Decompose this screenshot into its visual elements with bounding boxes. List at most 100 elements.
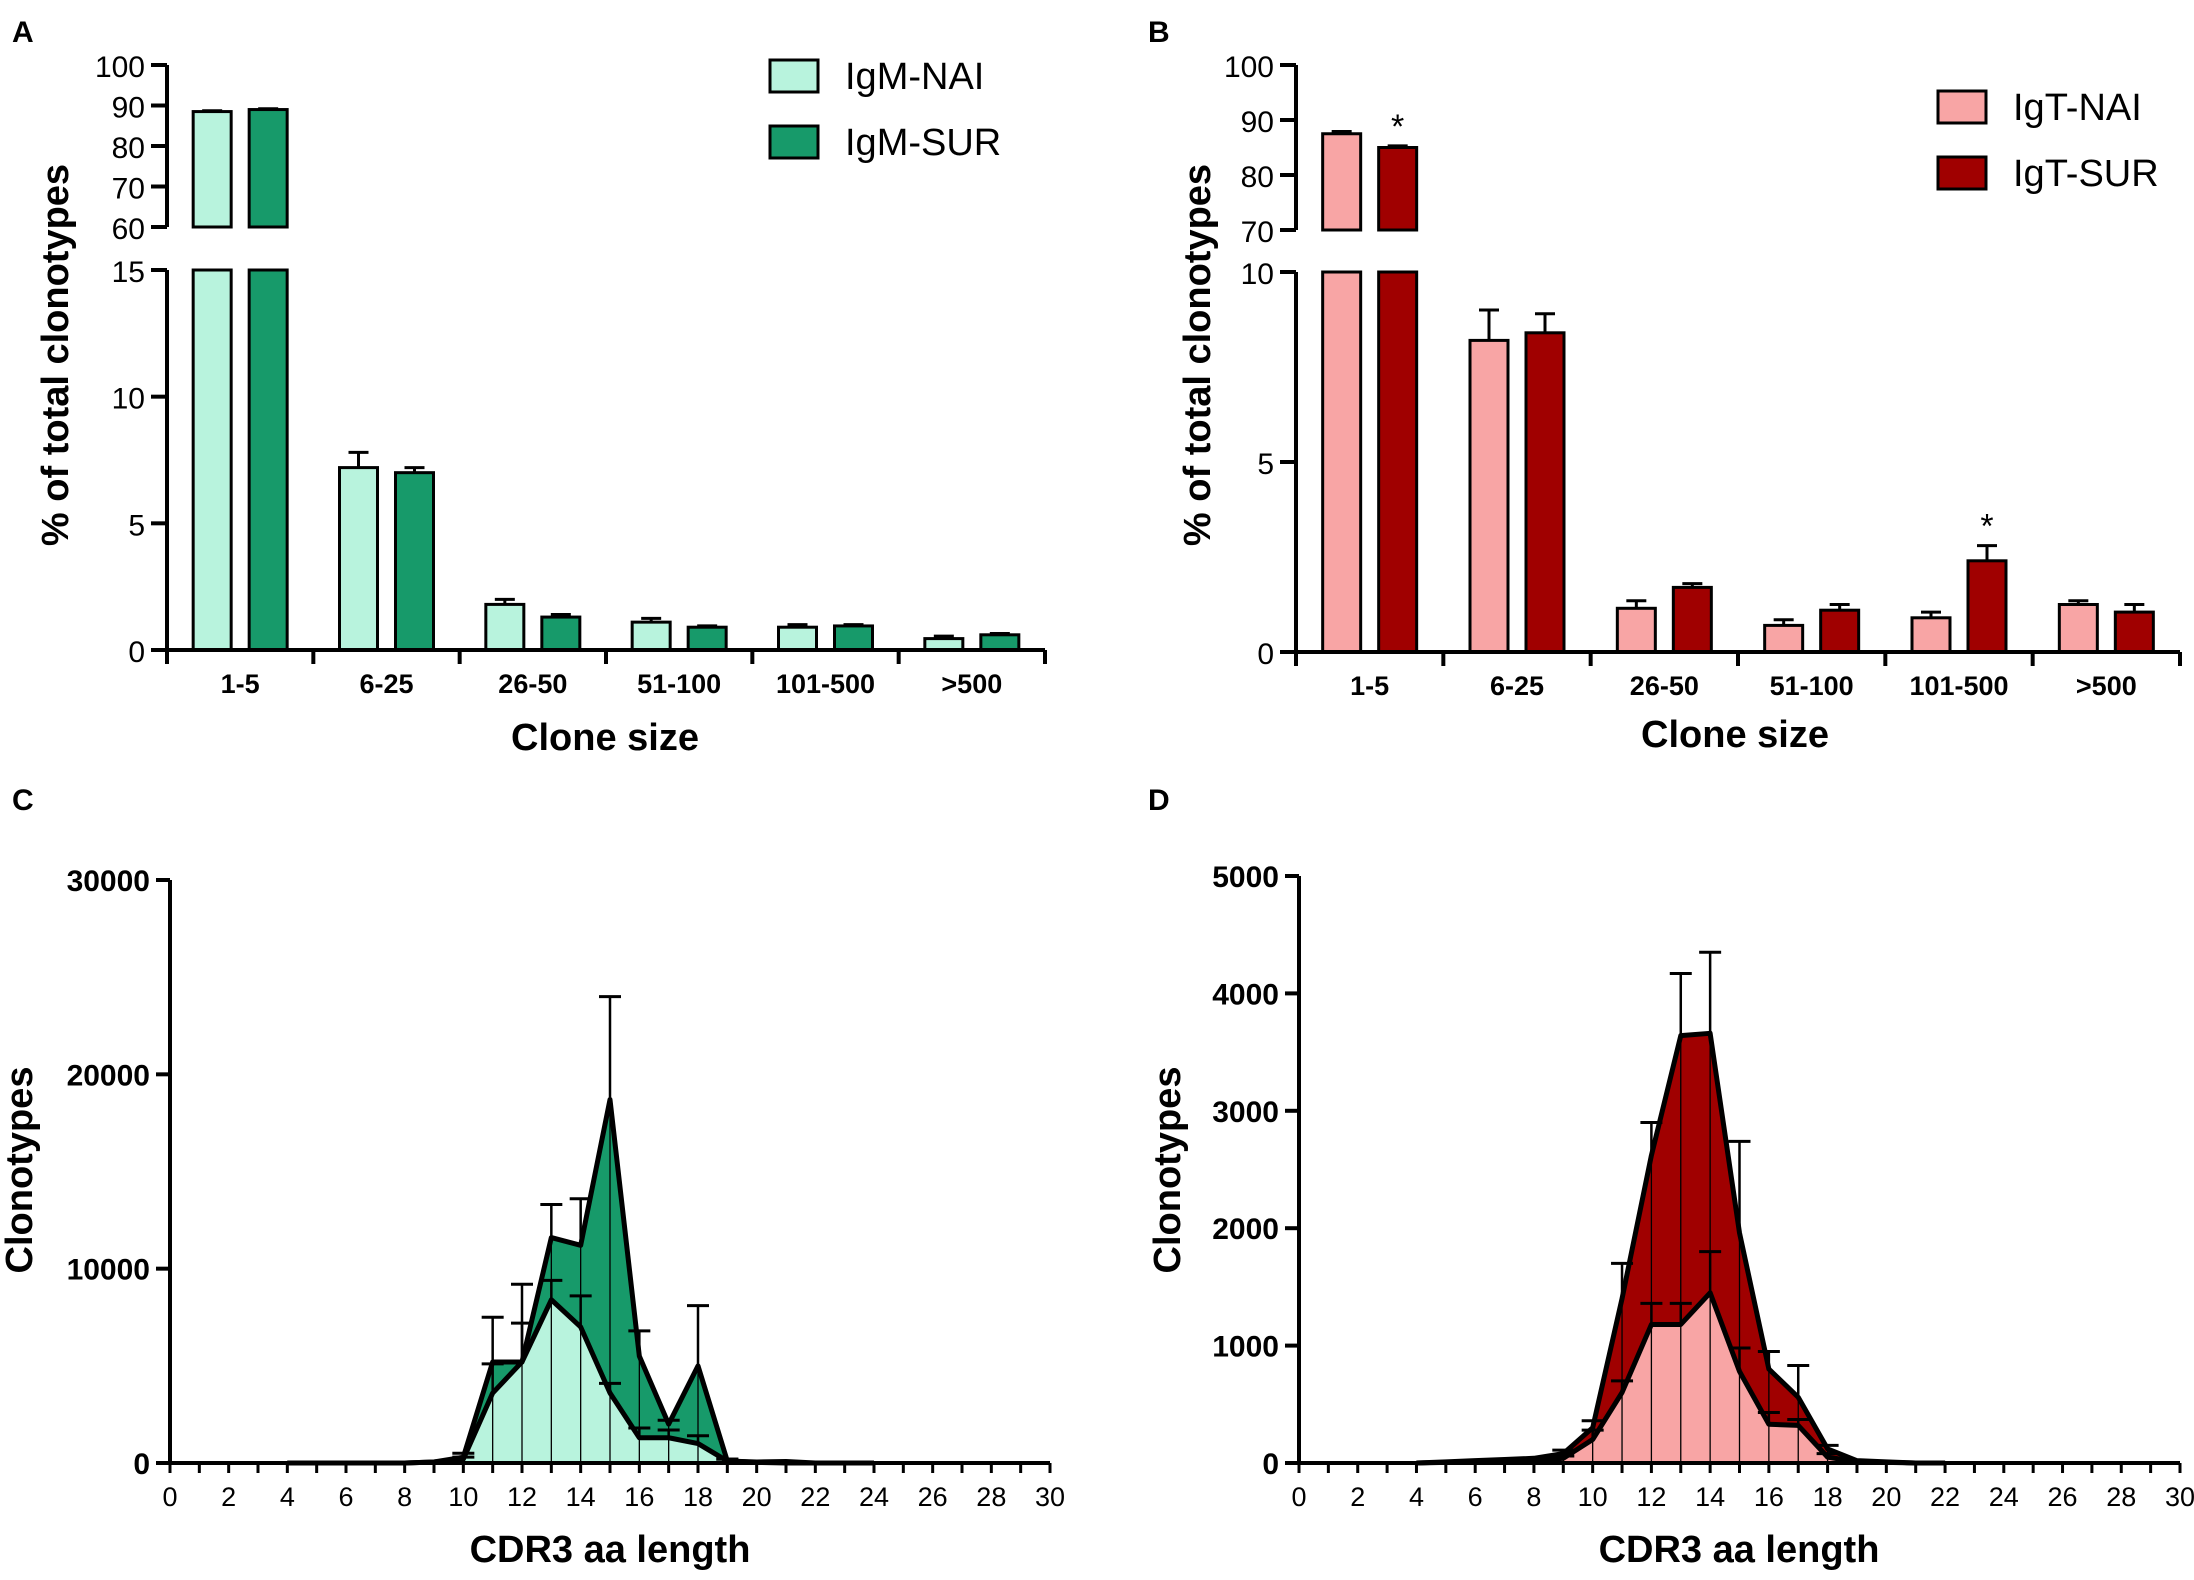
y-tick-label: 30000 [67,865,150,898]
x-tick-label: 28 [976,1482,1006,1512]
y-tick-label: 20000 [67,1059,150,1092]
bar-IgT-SUR-6-25 [1524,331,1566,654]
bar-IgT-SUR-101-500 [1966,559,2008,654]
x-tick-label: 26 [918,1482,948,1512]
legend-label-IgT-SUR: IgT-SUR [2013,153,2159,195]
bar-IgT-SUR-1-5-lower [1377,270,1419,654]
panel-letter-C: C [12,784,34,817]
x-tick-label: 0 [162,1482,177,1512]
legend-swatch-IgM-NAI [768,58,820,94]
y-tick-label: 5 [1257,448,1274,481]
x-tick-label: 10 [448,1482,478,1512]
bar-IgT-NAI-51-100 [1763,623,1805,654]
x-tick-label: 18 [1813,1482,1843,1512]
x-tick-label: 51-100 [637,669,721,699]
legend-swatch-IgT-NAI [1936,89,1988,125]
y-tick-label: 60 [112,213,145,246]
y-tick-label: 3000 [1212,1096,1279,1129]
x-tick-label: 14 [1695,1482,1725,1512]
bar-IgM-NAI-26-50 [484,602,526,652]
x-tick-label: 22 [1930,1482,1960,1512]
bar-IgT-SUR-1-5-upper [1377,146,1419,232]
y-tick-label: 0 [128,636,145,669]
bar-IgM-SUR-101-500 [833,624,874,652]
y-tick-label: 0 [1257,638,1274,671]
x-tick-label: 6-25 [1490,671,1544,701]
y-tick-label: 70 [1241,216,1274,249]
x-tick-label: 8 [1526,1482,1541,1512]
x-tick-label: 51-100 [1770,671,1854,701]
chart-A: 0 5 10 15 60 70 80 90 100 1-5 6-25 26-50 51-100 101-5… [35,51,1055,759]
bar-IgT-SUR-26-50 [1671,585,1713,654]
legend-label-IgM-SUR: IgM-SUR [845,122,1001,164]
x-tick-label: 4 [280,1482,295,1512]
x-tick-label: 12 [1636,1482,1666,1512]
x-tick-label: >500 [2076,671,2137,701]
bar-IgM-NAI-1-5-lower [191,268,233,652]
x-axis-title: CDR3 aa length [470,1529,751,1571]
y-tick-label: 80 [112,132,145,165]
bar-IgM-NAI-51-100 [630,620,672,652]
x-tick-label: 1-5 [221,669,260,699]
y-tick-label: 10 [112,383,145,416]
axis-break-gap [1266,232,2190,270]
chart-C: 0 2 4 6 8 10 12 14 16 18 20 22 24 26 28 300100002000030… [0,865,1065,1571]
x-tick-label: 10 [1578,1482,1608,1512]
y-tick-label: 1000 [1212,1331,1279,1364]
x-axis-title: Clone size [1641,714,1829,756]
bar-IgM-NAI-6-25 [338,466,379,652]
x-tick-label: 101-500 [776,669,875,699]
x-tick-label: 4 [1409,1482,1424,1512]
x-tick-label: 12 [507,1482,537,1512]
x-tick-label: 6-25 [359,669,413,699]
y-axis-title: Clonotypes [0,1067,41,1274]
significance-mark: * [1980,508,1993,546]
bar-IgT-NAI-1-5-lower [1321,270,1363,654]
y-tick-label: 0 [133,1448,150,1481]
x-axis-title: CDR3 aa length [1599,1529,1880,1571]
x-tick-label: 26 [2048,1482,2078,1512]
y-tick-label: 4000 [1212,978,1279,1011]
x-tick-label: 22 [800,1482,830,1512]
y-tick-label: 5 [128,509,145,542]
panel-letter-A: A [12,16,34,49]
x-tick-label: 18 [683,1482,713,1512]
x-tick-label: 8 [397,1482,412,1512]
y-tick-label: 15 [112,256,145,289]
significance-mark: * [1391,108,1404,146]
bar-IgM-SUR-6-25 [394,471,435,652]
y-tick-label: 70 [112,173,145,206]
panel-letter-D: D [1148,784,1170,817]
bar-IgT-NAI-26-50 [1615,606,1657,654]
bar-IgM-SUR-1-5-upper [247,108,289,229]
x-axis-title: Clone size [511,717,699,759]
bar-IgT-SUR-51-100 [1819,608,1861,654]
x-tick-label: 1-5 [1350,671,1389,701]
bar-IgT-SUR->500 [2113,610,2155,654]
bar-IgT-NAI-6-25 [1468,338,1510,654]
legend-swatch-IgM-SUR [768,124,820,160]
y-tick-label: 80 [1241,161,1274,194]
axis-break-gap [137,229,1055,268]
y-tick-label: 2000 [1212,1213,1279,1246]
panel-letter-B: B [1148,16,1170,49]
x-tick-label: 101-500 [1909,671,2008,701]
bar-IgM-SUR-1-5-lower [247,268,289,652]
bar-IgT-NAI-1-5-upper [1321,132,1363,232]
y-tick-label: 10000 [67,1254,150,1287]
x-tick-label: 30 [2165,1482,2194,1512]
bar-IgT-NAI-101-500 [1910,616,1952,654]
x-tick-label: 20 [1871,1482,1901,1512]
x-tick-label: 14 [566,1482,596,1512]
x-tick-label: 24 [859,1482,889,1512]
x-tick-label: >500 [941,669,1002,699]
chart-D: 0 2 4 6 8 10 12 14 16 18 20 22 24 26 28 300100020003000… [1147,861,2194,1571]
x-tick-label: 2 [221,1482,236,1512]
x-tick-label: 2 [1350,1482,1365,1512]
y-tick-label: 90 [112,92,145,125]
x-tick-label: 30 [1035,1482,1065,1512]
bar-IgM-NAI-1-5-upper [191,110,233,229]
y-tick-label: 0 [1262,1448,1279,1481]
